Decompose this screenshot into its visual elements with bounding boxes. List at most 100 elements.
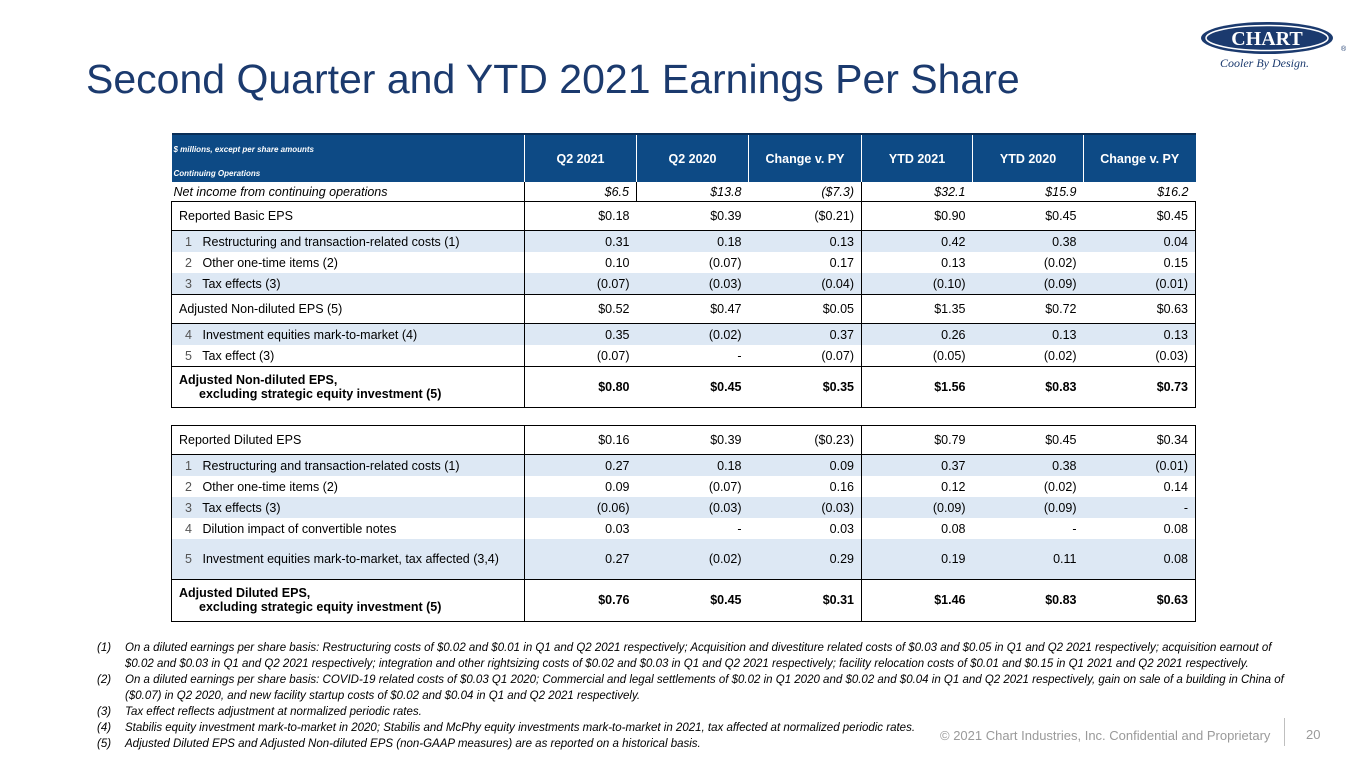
row-text: Adjusted Non-diluted EPS, (179, 373, 338, 387)
row-label: 1 Restructuring and transaction-related … (171, 230, 525, 252)
footnote-text: On a diluted earnings per share basis: C… (125, 674, 1284, 702)
footnotes: (1) On a diluted earnings per share basis… (97, 640, 1297, 752)
cell: (0.06) (524, 497, 637, 518)
cell: (0.09) (972, 497, 1084, 518)
row-text: Dilution impact of convertible notes (202, 521, 397, 536)
page-title: Second Quarter and YTD 2021 Earnings Per… (86, 56, 1020, 102)
confidential-footer: © 2021 Chart Industries, Inc. Confidenti… (940, 728, 1271, 743)
cell: 0.10 (524, 252, 637, 273)
footnote-text: Tax effect reflects adjustment at normal… (125, 706, 422, 718)
row-text: Other one-time items (2) (202, 255, 338, 270)
cell: 0.15 (1083, 252, 1196, 273)
cell: $0.05 (748, 294, 862, 324)
header-note-units: $ millions, except per share amounts (173, 145, 315, 154)
cell: $0.45 (636, 579, 749, 622)
cell: 0.37 (861, 454, 973, 476)
cell: $0.83 (972, 579, 1084, 622)
footnote: (1) On a diluted earnings per share basis… (97, 640, 1297, 672)
row-index: 5 (185, 348, 192, 363)
row-label: Adjusted Non-diluted EPS, excluding strat… (171, 366, 525, 408)
cell: 0.03 (748, 518, 862, 539)
footnote: (3) Tax effect reflects adjustment at nor… (97, 704, 1297, 720)
row-label: 3 Tax effects (3) (171, 497, 525, 518)
cell: (0.02) (636, 539, 749, 580)
cell: $0.90 (861, 201, 973, 231)
cell: $0.76 (524, 579, 637, 622)
cell: - (636, 345, 749, 367)
cell: (0.07) (708, 479, 742, 494)
row-label: Reported Basic EPS (171, 201, 525, 231)
cell: (0.07) (524, 273, 637, 295)
row-label: 2 Other one-time items (2) (171, 476, 525, 497)
cell: 0.11 (972, 539, 1084, 580)
cell: $1.46 (861, 579, 973, 622)
cell: $0.35 (748, 366, 862, 408)
cell: 0.29 (748, 539, 862, 580)
chart-logo: CHART ® (1201, 22, 1347, 54)
cell: 0.31 (524, 230, 637, 252)
row-text: Tax effect (3) (202, 348, 275, 363)
cell: - (737, 521, 742, 536)
column-header: Change v. PY (748, 133, 862, 182)
footnote: (2) On a diluted earnings per share basis… (97, 672, 1297, 704)
footnote-key: (4) (97, 722, 112, 734)
footnote: (5) Adjusted Diluted EPS and Adjusted Non… (97, 736, 1297, 752)
cell: 0.13 (748, 230, 862, 252)
cell: - (1083, 497, 1196, 518)
cell: $0.39 (636, 201, 749, 231)
footnote-text: Stabilis equity investment mark-to-marke… (125, 722, 916, 734)
cell: $32.1 (861, 182, 973, 202)
cell: $0.45 (972, 201, 1084, 231)
cell: $0.63 (1083, 579, 1196, 622)
table-row-total: Adjusted Diluted EPS, excluding strategic… (171, 579, 1196, 622)
column-header: Q2 2021 (524, 133, 637, 182)
cell: $6.5 (524, 182, 637, 202)
cell: (0.01) (1083, 454, 1196, 476)
row-index: 4 (185, 521, 192, 536)
table-row: 1 Restructuring and transaction-related … (171, 230, 1196, 252)
cell: 0.14 (1083, 476, 1196, 497)
cell: $15.9 (972, 182, 1084, 202)
footer-divider (1284, 718, 1285, 746)
cell: 0.38 (972, 230, 1084, 252)
cell: $0.52 (524, 294, 637, 324)
row-label: Reported Diluted EPS (171, 425, 525, 455)
row-index: 2 (185, 479, 192, 494)
cell: 0.26 (861, 323, 973, 345)
eps-table: $ millions, except per share amounts Con… (171, 133, 1196, 622)
cell: (0.02) (636, 323, 749, 345)
cell: 0.09 (748, 454, 862, 476)
cell: (0.03) (748, 497, 862, 518)
cell: $0.47 (636, 294, 749, 324)
column-header: Change v. PY (1083, 133, 1196, 182)
row-index: 3 (185, 276, 192, 291)
table-row: 1 Restructuring and transaction-related … (171, 454, 1196, 476)
cell: 0.37 (748, 323, 862, 345)
row-text-line2: excluding strategic equity investment (5… (199, 600, 442, 614)
table-row: Reported Basic EPS $0.18 $0.39 ($0.21) $… (171, 201, 1196, 231)
cell: $1.56 (861, 366, 973, 408)
row-text: Adjusted Diluted EPS, (179, 586, 311, 600)
cell: (0.07) (708, 255, 742, 270)
row-label: 5 Investment equities mark-to-market, ta… (171, 539, 525, 580)
row-label: 2 Other one-time items (2) (171, 252, 525, 273)
footnote-key: (2) (97, 674, 112, 686)
cell: $0.34 (1083, 425, 1196, 455)
row-text: Other one-time items (2) (202, 479, 338, 494)
cell: $0.31 (748, 579, 862, 622)
cell: 0.27 (524, 454, 637, 476)
row-index: 1 (185, 458, 192, 473)
table-header-row: $ millions, except per share amounts Con… (171, 133, 1196, 182)
cell: 0.18 (636, 454, 749, 476)
cell: (0.07) (524, 345, 637, 367)
row-label: 5 Tax effect (3) (171, 345, 525, 367)
cell: (0.10) (861, 273, 973, 295)
cell: $0.73 (1083, 366, 1196, 408)
row-text: Tax effects (3) (202, 500, 281, 515)
table-row: 2 Other one-time items (2) 0.10 (0.07) 0… (171, 252, 1196, 273)
cell: 0.18 (636, 230, 749, 252)
registered-mark: ® (1341, 45, 1347, 53)
row-label: Net income from continuing operations (171, 182, 525, 202)
cell: (0.02) (1043, 255, 1077, 270)
logo-tagline: Cooler By Design. (1220, 56, 1309, 70)
